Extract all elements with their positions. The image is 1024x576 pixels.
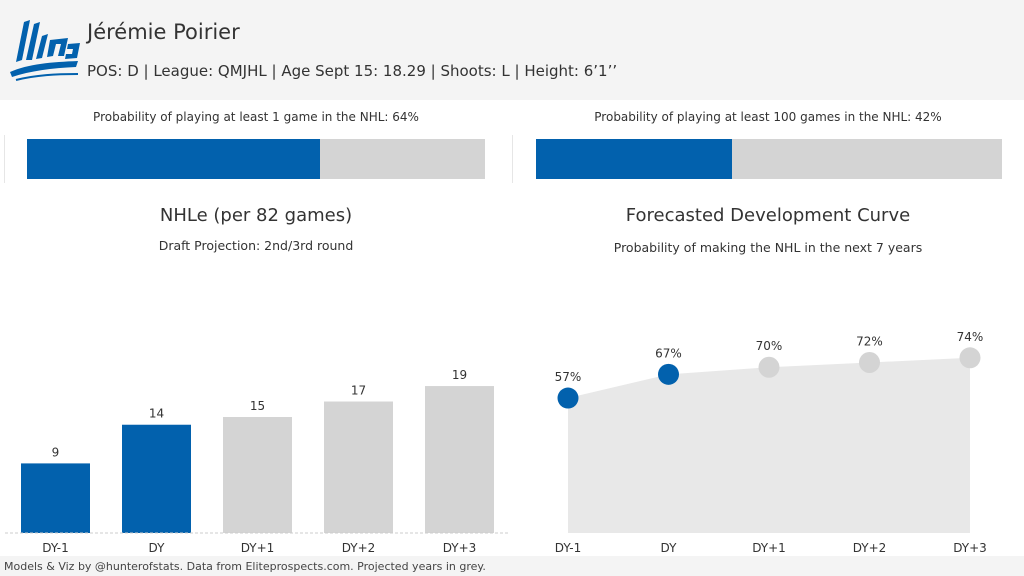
dev-curve-area-chart: 57% DY-1 67% DY 70% DY+1 72% DY+2 74% DY+3	[555, 330, 987, 555]
prob-1-game-fill	[27, 139, 321, 179]
dev-curve-point-dy-1	[557, 387, 579, 409]
nhle-bar-dyplus2	[324, 401, 393, 533]
dev-curve-data-label: 72%	[856, 335, 883, 349]
footer: Models & Viz by @hunterofstats. Data fro…	[0, 556, 1024, 576]
divider-center	[512, 135, 513, 183]
nhle-data-label: 15	[250, 399, 265, 413]
nhle-bar-chart: 9 DY-1 14 DY 15 DY+1 17 DY+2 19 DY+3	[5, 368, 510, 555]
dev-curve-point-dy	[658, 363, 679, 385]
nhle-bar-dyplus1	[223, 417, 292, 533]
dev-curve-data-label: 67%	[655, 346, 682, 360]
dev-curve-point-dyplus2	[859, 352, 880, 374]
dev-curve-point-dyplus3	[959, 347, 981, 369]
dev-curve-subtitle: Probability of making the NHL in the nex…	[613, 240, 923, 255]
dev-curve-x-tick-label: DY	[661, 541, 678, 555]
player-info-line: POS: D | League: QMJHL | Age Sept 15: 18…	[87, 62, 618, 80]
dev-curve-point-dyplus1	[758, 356, 780, 378]
dev-curve-title: Forecasted Development Curve	[625, 205, 911, 226]
prob-1-game-label: Probability of playing at least 1 game i…	[93, 110, 419, 124]
nhle-chart-title: NHLe (per 82 games)	[159, 205, 353, 226]
prob-100-games-fill	[536, 139, 732, 179]
divider-left	[4, 135, 5, 183]
nhle-bar-dy	[122, 424, 191, 533]
prob-1-game-track	[27, 139, 485, 179]
logo-lines	[15, 73, 79, 81]
footer-credits: Models & Viz by @hunterofstats. Data fro…	[4, 560, 486, 573]
player-name: Jérémie Poirier	[87, 20, 240, 44]
dev-curve-data-label: 74%	[957, 330, 984, 344]
nhle-data-label: 9	[52, 445, 60, 459]
prob-100-games-label: Probability of playing at least 100 game…	[594, 110, 942, 124]
nhle-x-tick-label: DY+2	[342, 541, 376, 555]
nhle-data-label: 14	[149, 407, 164, 421]
header: Jérémie Poirier POS: D | League: QMJHL |…	[0, 0, 1024, 100]
dev-curve-x-tick-label: DY+3	[953, 541, 987, 555]
nhle-data-label: 17	[351, 384, 366, 398]
dev-curve-x-tick-label: DY+1	[752, 541, 786, 555]
logo-letters	[16, 20, 80, 62]
nhle-bar-dyplus3	[425, 386, 494, 533]
nhle-x-tick-label: DY+1	[241, 541, 275, 555]
nhle-chart-subtitle: Draft Projection: 2nd/3rd round	[158, 238, 354, 253]
dev-curve-data-label: 70%	[756, 339, 783, 353]
logo-swoosh	[10, 61, 78, 77]
nhle-x-tick-label: DY+3	[443, 541, 477, 555]
nhle-x-tick-label: DY-1	[42, 541, 68, 555]
dev-curve-data-label: 57%	[555, 370, 582, 384]
nhle-bar-dy-1	[21, 463, 90, 533]
dev-curve-x-tick-label: DY-1	[555, 541, 581, 555]
qmjhl-logo	[10, 20, 80, 81]
prob-100-games-track	[536, 139, 1002, 179]
dev-curve-area	[568, 357, 970, 533]
dev-curve-x-tick-label: DY+2	[853, 541, 887, 555]
nhle-data-label: 19	[452, 368, 467, 382]
nhle-x-tick-label: DY	[149, 541, 166, 555]
